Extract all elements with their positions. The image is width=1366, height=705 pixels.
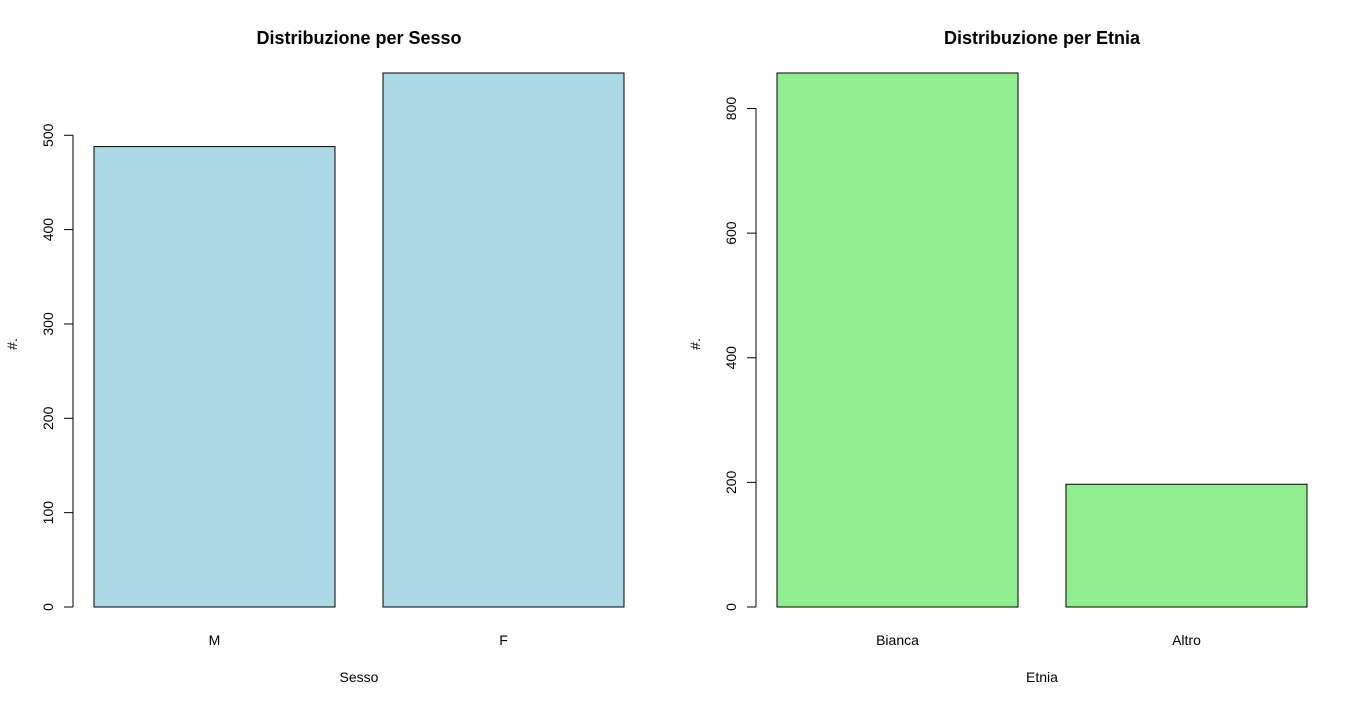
x-axis-label: Sesso <box>340 669 379 685</box>
bar-f <box>382 72 625 608</box>
y-tick-label: 400 <box>723 346 739 370</box>
bars <box>93 72 625 608</box>
bar-bianca <box>776 72 1019 608</box>
bar-m <box>93 146 336 608</box>
chart-title: Distribuzione per Sesso <box>256 28 461 48</box>
chart-title: Distribuzione per Etnia <box>944 28 1141 48</box>
y-tick-label: 200 <box>723 470 739 494</box>
x-tick-labels: Bianca Altro <box>876 632 1201 648</box>
y-axis: 0 200 400 600 800 <box>723 97 757 611</box>
chart-sesso: Distribuzione per Sesso 0 100 200 300 400 500… <box>4 28 625 685</box>
y-tick-label: 400 <box>40 218 56 242</box>
x-tick-label: Altro <box>1172 632 1201 648</box>
y-tick-label: 300 <box>40 312 56 336</box>
x-tick-label: F <box>499 632 508 648</box>
bar-altro <box>1065 483 1308 608</box>
y-tick-label: 200 <box>40 406 56 430</box>
x-axis-label: Etnia <box>1026 669 1058 685</box>
y-tick-label: 100 <box>40 501 56 525</box>
bars <box>776 72 1308 608</box>
y-tick-label: 0 <box>723 603 739 611</box>
y-tick-label: 500 <box>40 123 56 147</box>
y-axis: 0 100 200 300 400 500 <box>40 123 74 611</box>
y-tick-label: 800 <box>723 97 739 121</box>
y-axis-label: #. <box>4 338 20 350</box>
chart-etnia: Distribuzione per Etnia 0 200 400 600 800 Bi… <box>687 28 1308 685</box>
y-tick-label: 600 <box>723 221 739 245</box>
y-axis-label: #. <box>687 338 703 350</box>
x-tick-label: Bianca <box>876 632 919 648</box>
x-tick-label: M <box>209 632 221 648</box>
y-tick-label: 0 <box>40 603 56 611</box>
